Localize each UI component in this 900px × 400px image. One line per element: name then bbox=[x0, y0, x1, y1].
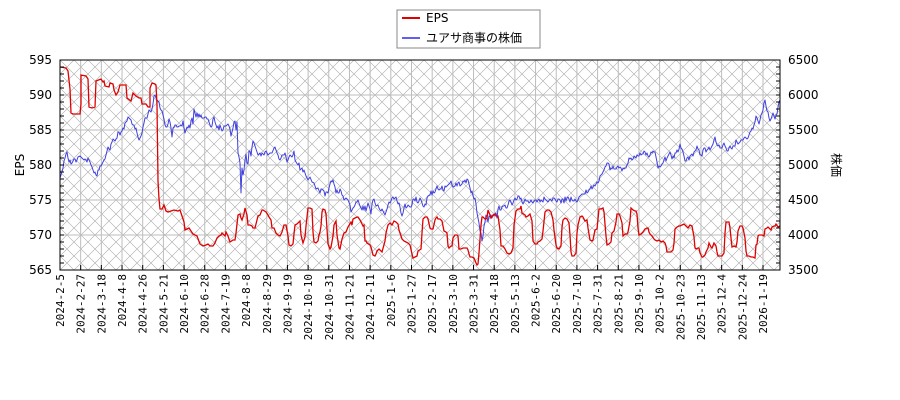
x-axis-labels: 2024-2-5 2024-2-27 2024-3-18 2024-4-8 2024-4… bbox=[54, 274, 770, 341]
right-tick-label: 5500 bbox=[788, 123, 819, 137]
x-tick-label: 2025-1-6 bbox=[385, 274, 398, 327]
eps-series-line bbox=[60, 66, 780, 267]
price-series-line bbox=[60, 94, 780, 242]
left-axis-labels: 565 570 575 580 585 590 595 bbox=[29, 53, 52, 277]
x-tick-label: 2026-1-19 bbox=[757, 274, 770, 334]
x-tick-label: 2025-10-23 bbox=[674, 274, 687, 340]
legend-eps-label: EPS bbox=[426, 11, 448, 25]
x-tick-label: 2024-4-8 bbox=[116, 274, 129, 327]
x-tick-label: 2024-2-27 bbox=[75, 274, 88, 334]
left-axis-ticks bbox=[60, 59, 64, 271]
x-tick-label: 2024-12-11 bbox=[364, 274, 377, 340]
legend-price-label: ユアサ商事の株価 bbox=[426, 30, 522, 45]
x-tick-label: 2024-2-5 bbox=[54, 274, 67, 327]
right-axis-labels: 3500 4000 4500 5000 5500 6000 6500 bbox=[788, 53, 819, 277]
left-tick-label: 570 bbox=[29, 228, 52, 242]
x-tick-label: 2025-4-18 bbox=[488, 274, 501, 334]
x-tick-label: 2024-7-19 bbox=[219, 274, 232, 334]
x-tick-label: 2024-6-28 bbox=[199, 274, 212, 334]
x-tick-label: 2024-10-31 bbox=[323, 274, 336, 340]
right-tick-label: 6000 bbox=[788, 88, 819, 102]
left-tick-label: 585 bbox=[29, 123, 52, 137]
right-axis-title: 株価 bbox=[829, 153, 844, 177]
x-tick-label: 2024-3-18 bbox=[95, 274, 108, 334]
right-axis-ticks bbox=[776, 59, 780, 271]
x-tick-label: 2025-12-24 bbox=[736, 274, 749, 341]
x-tick-label: 2024-5-21 bbox=[157, 274, 170, 334]
x-tick-label: 2025-6-20 bbox=[550, 274, 563, 334]
x-tick-label: 2025-6-2 bbox=[530, 274, 543, 327]
legend: EPS ユアサ商事の株価 bbox=[396, 9, 541, 49]
right-tick-label: 5000 bbox=[788, 158, 819, 172]
legend-box bbox=[396, 9, 541, 49]
x-tick-label: 2024-10-10 bbox=[302, 274, 315, 340]
x-tick-label: 2024-11-21 bbox=[343, 274, 356, 340]
left-tick-label: 565 bbox=[29, 263, 52, 277]
x-tick-label: 2025-8-21 bbox=[612, 274, 625, 334]
right-tick-label: 6500 bbox=[788, 53, 819, 67]
x-tick-label: 2024-8-29 bbox=[261, 274, 274, 334]
x-tick-label: 2024-6-10 bbox=[178, 274, 191, 334]
x-tick-label: 2025-7-31 bbox=[592, 274, 605, 334]
x-tick-label: 2024-9-19 bbox=[281, 274, 294, 334]
left-tick-label: 590 bbox=[29, 88, 52, 102]
bottom-axis-ticks bbox=[59, 265, 764, 270]
right-tick-label: 4500 bbox=[788, 193, 819, 207]
x-tick-label: 2024-8-8 bbox=[240, 274, 253, 327]
x-tick-label: 2025-9-10 bbox=[633, 274, 646, 334]
left-axis-title: EPS bbox=[13, 154, 27, 176]
x-tick-label: 2025-11-13 bbox=[695, 274, 708, 340]
x-tick-label: 2025-10-2 bbox=[654, 274, 667, 334]
x-tick-label: 2025-2-17 bbox=[426, 274, 439, 334]
left-tick-label: 595 bbox=[29, 53, 52, 67]
x-tick-label: 2025-7-10 bbox=[571, 274, 584, 334]
x-tick-label: 2025-5-13 bbox=[509, 274, 522, 334]
left-tick-label: 575 bbox=[29, 193, 52, 207]
x-tick-label: 2024-4-26 bbox=[137, 274, 150, 334]
left-tick-label: 580 bbox=[29, 158, 52, 172]
x-tick-label: 2025-12-4 bbox=[716, 274, 729, 334]
right-tick-label: 3500 bbox=[788, 263, 819, 277]
right-tick-label: 4000 bbox=[788, 228, 819, 242]
x-tick-label: 2025-3-10 bbox=[447, 274, 460, 334]
x-tick-label: 2025-1-27 bbox=[406, 274, 419, 334]
x-tick-label: 2025-3-31 bbox=[468, 274, 481, 334]
